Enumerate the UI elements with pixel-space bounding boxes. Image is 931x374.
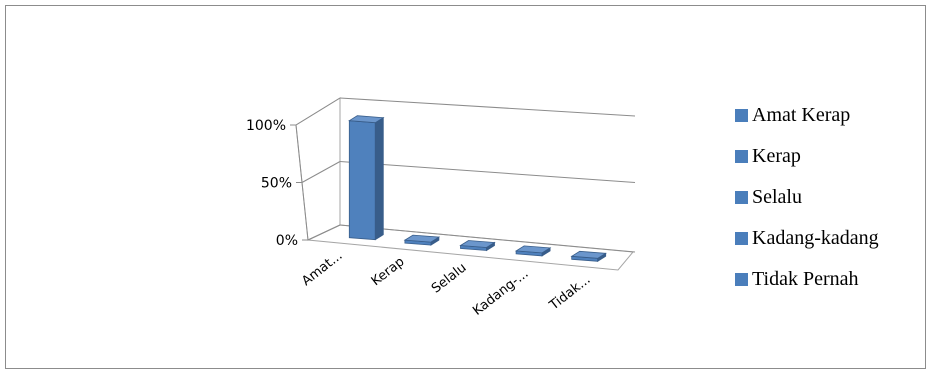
legend: Amat Kerap Kerap Selalu Kadang-kadang Tidak …: [735, 95, 925, 300]
legend-swatch: [735, 191, 748, 204]
bar-top: [514, 245, 552, 254]
bar-amat-kerap: [348, 115, 385, 241]
bar-top: [459, 240, 496, 248]
gridline-side: [295, 97, 341, 126]
x-tick-label: Kadang-...: [470, 266, 531, 318]
legend-entry: Kerap: [735, 136, 925, 177]
bar-top: [403, 234, 441, 243]
y-tick-label: 100%: [246, 118, 286, 134]
gridline: [339, 97, 636, 117]
y-tick-label: 50%: [261, 176, 292, 192]
legend-entry: Amat Kerap: [735, 95, 925, 136]
bar-kerap: [403, 234, 441, 246]
legend-label: Selalu: [752, 186, 802, 208]
y-axis-line: [295, 124, 309, 241]
legend-swatch: [735, 150, 748, 163]
gridline: [339, 161, 636, 183]
bar-selalu: [459, 240, 496, 252]
chart-frame: [5, 5, 926, 369]
legend-entry: Selalu: [735, 177, 925, 218]
legend-swatch: [735, 232, 748, 245]
bar-tidak-pernah: [570, 250, 607, 263]
bar-front: [348, 120, 376, 241]
gridlines: [295, 97, 636, 253]
legend-label: Kerap: [752, 145, 801, 167]
bar-top: [570, 250, 607, 259]
legend-label: Tidak Pernah: [752, 268, 859, 290]
x-tick-label: Selalu: [429, 260, 470, 296]
legend-label: Kadang-kadang: [752, 227, 879, 249]
x-tick-label: Amat...: [299, 248, 345, 289]
legend-entry: Kadang-kadang: [735, 218, 925, 259]
bar-side: [374, 116, 384, 241]
y-tick-label: 0%: [276, 233, 298, 249]
y-axis-ticks: 0% 50% 100%: [246, 118, 309, 249]
gridline-side: [301, 161, 341, 183]
bar-kadang-kadang: [514, 245, 552, 257]
bars: [348, 115, 607, 263]
gridline: [339, 224, 636, 253]
x-tick-label: Kerap: [369, 254, 408, 289]
legend-swatch: [735, 109, 748, 122]
gridline-side: [307, 224, 341, 241]
x-tick-label: Tidak...: [546, 272, 593, 314]
legend-swatch: [735, 273, 748, 286]
left-wall: [295, 97, 341, 241]
x-axis-ticks: Amat... Kerap Selalu Kadang-... Tidak...: [299, 248, 593, 318]
bar-top: [348, 115, 385, 124]
legend-entry: Tidak Pernah: [735, 259, 925, 300]
legend-label: Amat Kerap: [752, 104, 851, 126]
